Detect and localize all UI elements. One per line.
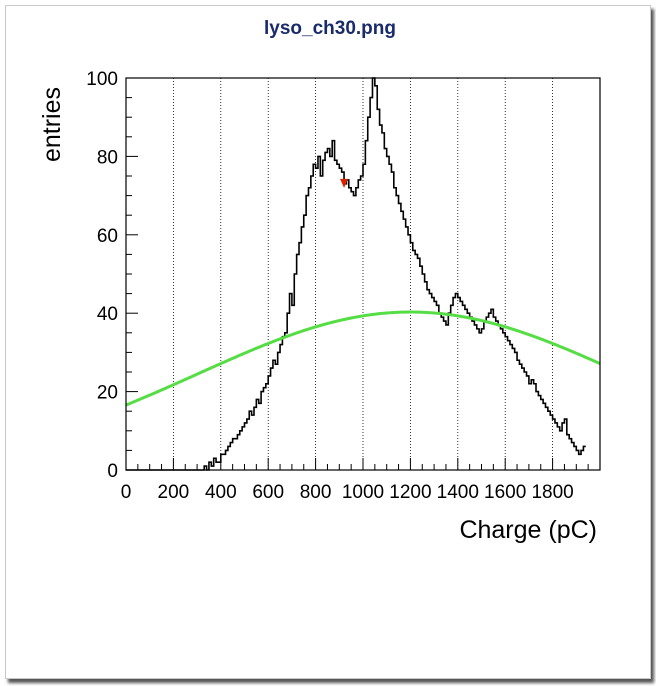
tick-labels: 0 200 400 600 800 1000 1200 1400 1600 1800 0 20 40 60… xyxy=(86,69,573,503)
x-tick-label: 1600 xyxy=(484,482,526,503)
y-tick-label: 40 xyxy=(97,304,118,325)
x-tick-label: 1200 xyxy=(389,482,431,503)
x-tick-label: 800 xyxy=(300,482,332,503)
x-tick-label: 1800 xyxy=(531,482,573,503)
x-tick-label: 200 xyxy=(158,482,190,503)
canvas-frame xyxy=(5,5,651,679)
y-tick-label: 20 xyxy=(97,383,118,404)
histogram-series xyxy=(126,77,586,471)
y-axis-title: entries xyxy=(38,87,66,162)
x-tick-label: 600 xyxy=(252,482,284,503)
fit-marker xyxy=(340,178,349,188)
x-axis-title: Charge (pC) xyxy=(459,516,597,544)
x-tick-label: 400 xyxy=(205,482,237,503)
axis-ticks xyxy=(125,77,601,471)
y-tick-label: 60 xyxy=(97,226,118,247)
x-tick-label: 1000 xyxy=(342,482,384,503)
y-tick-label: 0 xyxy=(107,461,118,482)
grid-lines xyxy=(172,78,553,470)
y-tick-label: 80 xyxy=(97,147,118,168)
chart-title: lyso_ch30.png xyxy=(264,18,396,39)
y-tick-label: 100 xyxy=(86,69,118,90)
fit-curve xyxy=(125,310,601,407)
x-tick-label: 0 xyxy=(121,482,132,503)
x-tick-label: 1400 xyxy=(437,482,479,503)
